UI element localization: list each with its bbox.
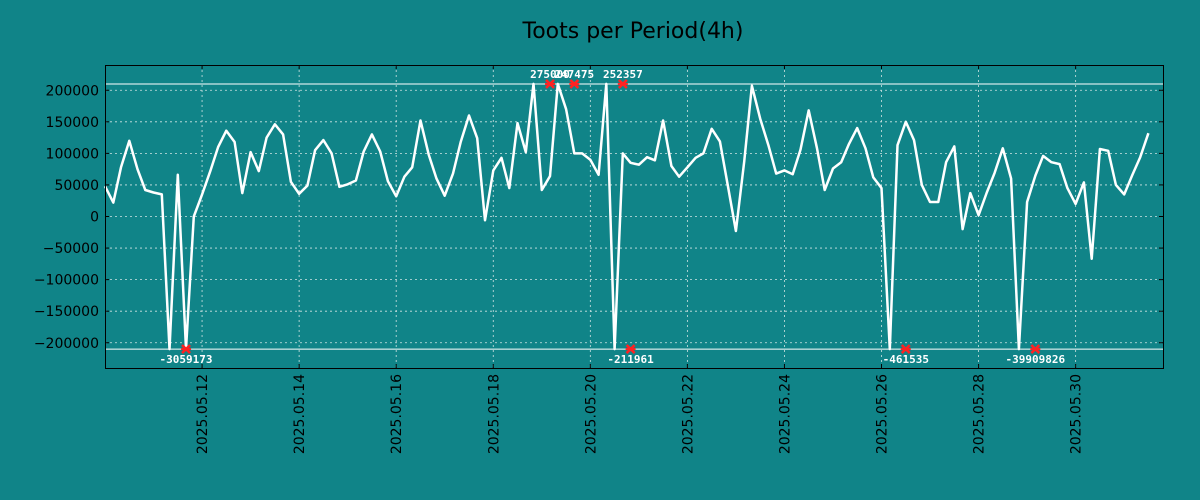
x-axis-ticks: 2025.05.12 2025.05.14 2025.05.16 2025.05.18… (195, 65, 1085, 454)
outlier-marker (900, 344, 911, 354)
outlier-label: -3059173 (160, 353, 213, 366)
x-tick-label: 2025.05.26 (875, 374, 891, 454)
x-tick-label: 2025.05.16 (389, 374, 405, 454)
y-tick-label: −150000 (34, 304, 99, 320)
series-line-toots (103, 82, 1150, 351)
y-tick-label: −100000 (34, 273, 99, 289)
x-tick-label: 2025.05.20 (583, 374, 599, 454)
y-axis-ticks: 200000 150000 100000 50000 0 −50000 −100000 −15… (34, 83, 1163, 352)
clip-bound-lines (105, 83, 1163, 350)
y-tick-label: 100000 (46, 146, 99, 162)
outlier-marker (617, 79, 628, 89)
outlier-label: -461535 (883, 353, 929, 366)
y-tick-label: 200000 (46, 83, 99, 99)
y-tick-label: −200000 (34, 336, 99, 352)
outlier-label: -39909826 (1006, 353, 1066, 366)
x-tick-label: 2025.05.12 (195, 374, 211, 454)
outlier-marker (545, 79, 556, 89)
chart-title: Toots per Period(4h) (522, 19, 744, 44)
x-tick-label: 2025.05.30 (1069, 374, 1085, 454)
grid-layer (105, 65, 1163, 368)
y-tick-label: 50000 (54, 178, 99, 194)
y-tick-label: −50000 (43, 241, 99, 257)
x-tick-label: 2025.05.28 (972, 374, 988, 454)
x-tick-label: 2025.05.22 (680, 374, 696, 454)
outlier-label: 252357 (603, 68, 643, 81)
outlier-label: 275000 (530, 68, 570, 81)
x-tick-label: 2025.05.18 (486, 374, 502, 454)
outlier-label: -211961 (607, 353, 654, 366)
outlier-marker (1030, 344, 1041, 354)
x-tick-label: 2025.05.14 (292, 374, 308, 454)
outlier-markers (181, 79, 1041, 354)
plot-frame (105, 65, 1164, 369)
outlier-marker (625, 344, 636, 354)
outlier-label: 247475 (554, 68, 594, 81)
x-tick-label: 2025.05.24 (777, 374, 793, 454)
y-tick-label: 150000 (46, 115, 99, 131)
outlier-marker (181, 344, 192, 354)
y-tick-label: 0 (90, 210, 99, 226)
outlier-marker (569, 79, 580, 89)
series-layer (103, 82, 1150, 351)
